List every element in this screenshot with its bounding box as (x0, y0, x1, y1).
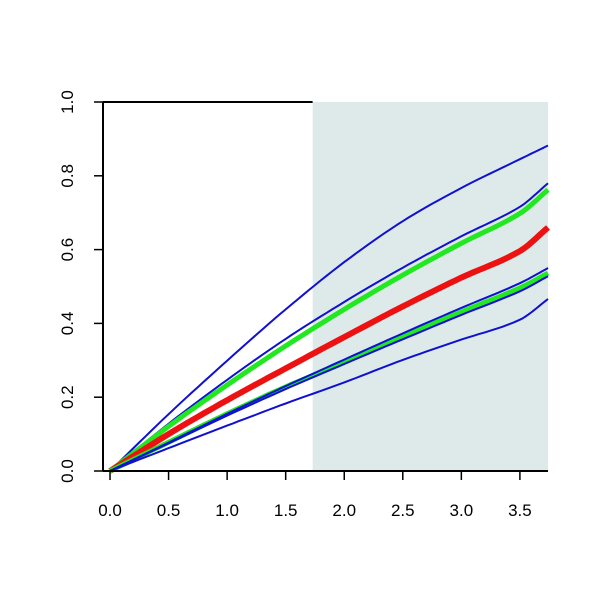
series-lines (108, 144, 550, 474)
y-tick-label: 0.4 (58, 312, 77, 336)
y-tick-label: 0.0 (58, 459, 77, 483)
series-line-1 (109, 144, 549, 472)
x-tick-label: 1.5 (274, 501, 298, 520)
y-tick-label: 0.8 (58, 164, 77, 188)
y-axis-ticks: 0.0 0.2 0.4 0.6 0.8 1.0 (58, 90, 103, 483)
x-tick-label: 3.0 (450, 501, 474, 520)
x-tick-label: 2.0 (332, 501, 356, 520)
x-tick-label: 1.0 (215, 501, 239, 520)
y-tick-label: 0.2 (58, 385, 77, 409)
x-tick-label: 2.5 (391, 501, 415, 520)
series-line-2 (109, 182, 549, 472)
series-line-6 (109, 267, 549, 472)
series-line-7 (109, 275, 549, 472)
series-line-3 (108, 187, 550, 473)
series-line-4 (108, 225, 550, 474)
x-tick-label: 0.5 (157, 501, 181, 520)
x-tick-label: 3.5 (508, 501, 532, 520)
x-axis-ticks: 0.0 0.5 1.0 1.5 2.0 2.5 3.0 3.5 (98, 471, 532, 520)
y-tick-label: 1.0 (58, 90, 77, 114)
x-tick-label: 0.0 (98, 501, 122, 520)
series-line-8 (109, 298, 549, 472)
plot-area (108, 102, 550, 474)
y-tick-label: 0.6 (58, 238, 77, 262)
axes: 0.0 0.5 1.0 1.5 2.0 2.5 3.0 3.5 0.0 0.2 0.4 0.6 0.8… (58, 90, 548, 520)
